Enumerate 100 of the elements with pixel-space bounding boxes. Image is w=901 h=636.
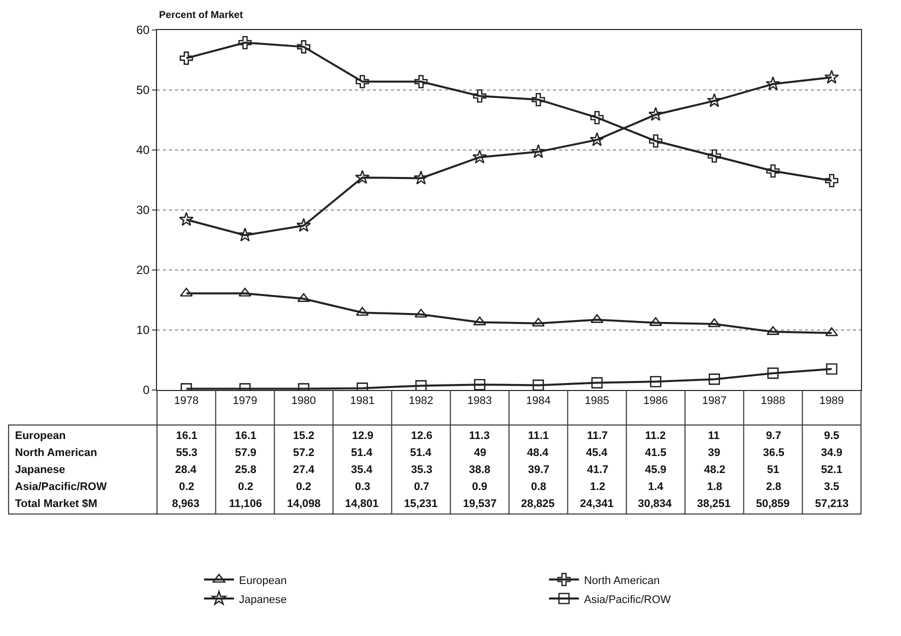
point xyxy=(590,132,604,146)
data-label: 48.2 xyxy=(704,464,726,476)
data-label: 45.9 xyxy=(645,464,666,476)
point xyxy=(767,368,779,379)
data-label: 0.2 xyxy=(238,481,254,493)
y-tick-label: 60 xyxy=(136,23,150,38)
point xyxy=(296,218,311,232)
point xyxy=(591,377,603,388)
legend-label: European xyxy=(238,574,287,587)
data-label: 25.8 xyxy=(235,464,256,476)
legend-label: North American xyxy=(584,574,660,587)
text: 57,213 xyxy=(815,498,849,510)
point xyxy=(766,164,780,178)
y-tick-label: 20 xyxy=(136,263,150,278)
data-label: 2.8 xyxy=(766,481,782,493)
data-label: 9.5 xyxy=(824,430,840,442)
data-label: 39 xyxy=(708,447,720,459)
data-label: 45.4 xyxy=(586,447,608,459)
data-label: 57.2 xyxy=(293,447,314,459)
text: 38,251 xyxy=(697,498,731,510)
point xyxy=(415,380,427,390)
x-tick-label: 1989 xyxy=(819,395,844,408)
point xyxy=(531,144,546,158)
point xyxy=(532,318,545,327)
y-tick-label: 50 xyxy=(136,83,150,98)
data-label: 12.6 xyxy=(411,430,432,442)
text: 8,963 xyxy=(172,498,200,510)
data-label: 12.9 xyxy=(352,430,374,442)
point xyxy=(707,93,722,108)
point xyxy=(414,308,428,318)
point xyxy=(297,40,310,54)
data-label: 0.3 xyxy=(355,481,370,493)
text: 28,825 xyxy=(521,498,555,510)
y-axis-title: Percent of Market xyxy=(159,10,244,21)
text: 19,537 xyxy=(463,498,497,510)
point xyxy=(824,70,839,84)
point xyxy=(649,134,662,148)
y-tick-label: 10 xyxy=(136,323,150,338)
point xyxy=(179,212,194,226)
text: Total Market $M xyxy=(15,498,98,510)
data-label: 0.2 xyxy=(296,481,312,493)
data-label: 1.2 xyxy=(590,481,606,493)
point xyxy=(532,380,544,390)
data-label: 34.9 xyxy=(821,447,842,459)
data-label: 57.9 xyxy=(235,447,256,459)
data-label: 49 xyxy=(474,447,486,459)
x-tick-label: 1978 xyxy=(174,395,199,408)
data-label: 28.4 xyxy=(175,464,198,476)
data-label: 51.4 xyxy=(410,447,432,459)
legend-label: Asia/Pacific/ROW xyxy=(584,594,672,606)
point xyxy=(356,306,369,316)
point xyxy=(473,89,486,103)
data-label: 38.8 xyxy=(469,464,490,476)
y-tick-label: 0 xyxy=(142,383,150,398)
data-label: 11.7 xyxy=(587,430,608,442)
point xyxy=(238,288,252,297)
data-label: 41.7 xyxy=(587,464,608,476)
point xyxy=(590,110,604,124)
data-label: 1.8 xyxy=(707,481,722,493)
x-tick-label: 1982 xyxy=(408,395,434,408)
data-label: 51.4 xyxy=(351,447,374,459)
point xyxy=(355,170,370,184)
point xyxy=(414,170,428,185)
data-label: 41.5 xyxy=(645,447,666,459)
text: 15,231 xyxy=(404,498,438,510)
data-label: 11.2 xyxy=(645,430,666,442)
data-label: 27.4 xyxy=(293,464,316,476)
text: Japanese xyxy=(15,464,66,476)
point xyxy=(180,52,193,65)
point xyxy=(708,149,721,163)
y-tick-label: 30 xyxy=(136,203,150,218)
data-label: 3.5 xyxy=(824,481,840,493)
data-label: 16.1 xyxy=(235,430,256,442)
x-tick-label: 1988 xyxy=(760,395,786,408)
data-label: 11.3 xyxy=(469,430,490,442)
text: North American xyxy=(15,447,98,459)
point xyxy=(825,327,838,336)
data-label: 9.7 xyxy=(766,430,782,442)
point xyxy=(356,74,369,88)
data-label: 35.3 xyxy=(411,464,432,476)
point xyxy=(472,150,487,164)
data-label: 51 xyxy=(767,464,780,476)
data-label: 55.3 xyxy=(176,447,198,459)
data-label: 11.1 xyxy=(528,430,549,442)
point xyxy=(826,363,838,375)
point xyxy=(180,288,193,297)
x-tick-label: 1987 xyxy=(702,395,727,408)
data-label: 1.4 xyxy=(648,481,664,493)
data-label: 0.2 xyxy=(179,481,194,493)
point xyxy=(532,92,545,106)
x-tick-label: 1985 xyxy=(584,395,610,408)
point xyxy=(238,228,252,242)
point xyxy=(474,378,486,390)
data-label: 15.2 xyxy=(293,430,314,442)
point xyxy=(414,74,428,88)
data-label: 48.4 xyxy=(527,447,550,459)
data-label: 11 xyxy=(708,430,720,442)
point xyxy=(238,36,252,50)
point xyxy=(708,374,720,385)
point xyxy=(650,376,662,388)
